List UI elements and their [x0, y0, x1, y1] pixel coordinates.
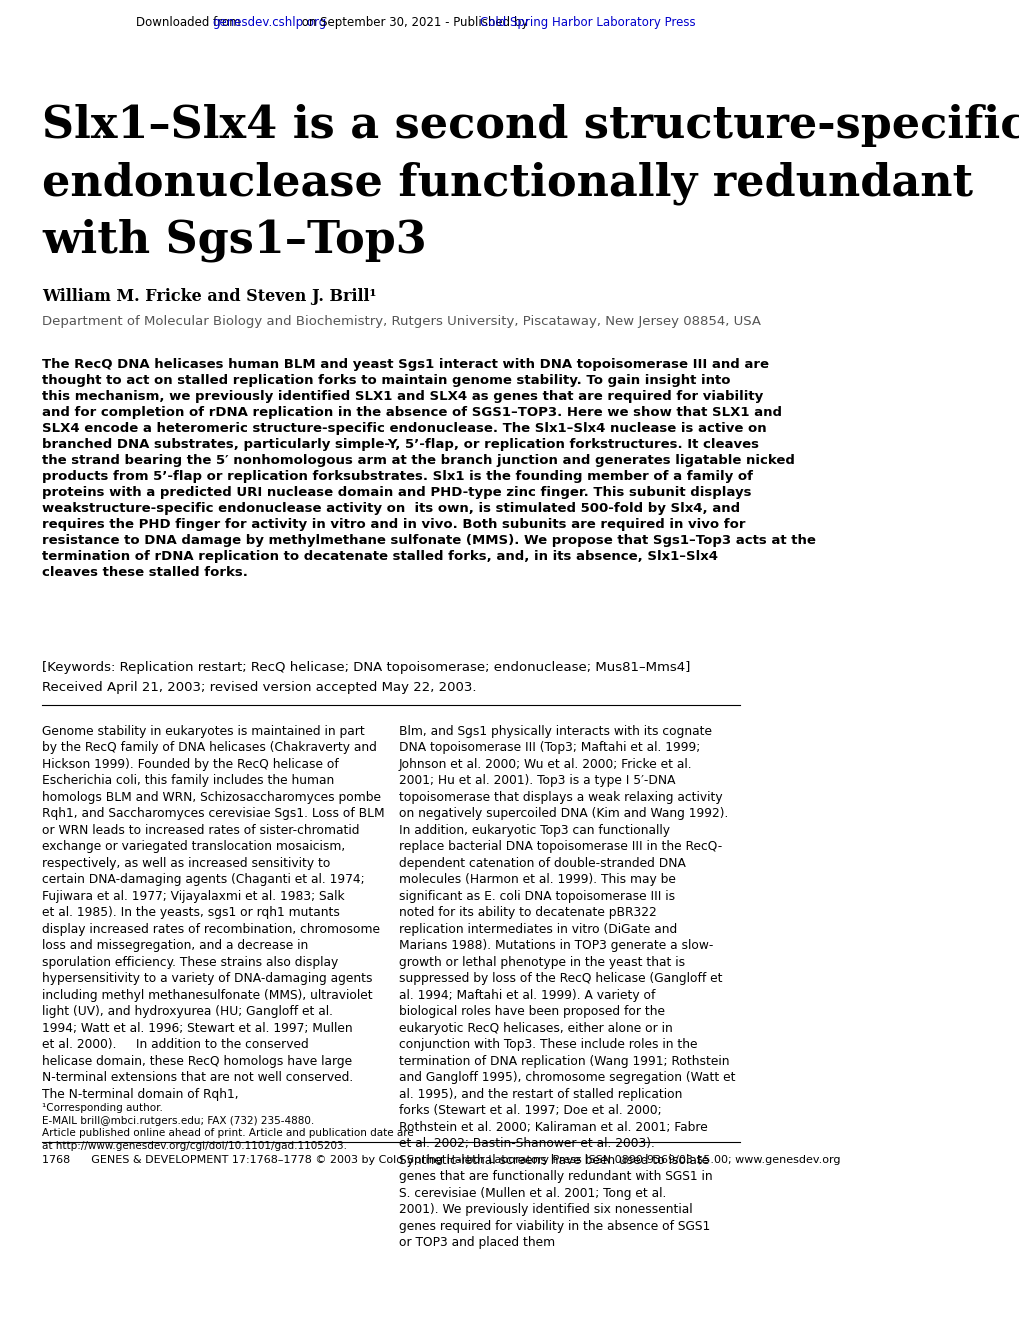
Text: Slx1–Slx4 is a second structure-specific: Slx1–Slx4 is a second structure-specific [42, 104, 1019, 148]
Text: endonuclease functionally redundant: endonuclease functionally redundant [42, 161, 972, 205]
Text: Cold Spring Harbor Laboratory Press: Cold Spring Harbor Laboratory Press [479, 16, 695, 29]
Text: 1768      GENES & DEVELOPMENT 17:1768–1778 © 2003 by Cold Spring Harbor Laborato: 1768 GENES & DEVELOPMENT 17:1768–1778 © … [42, 1155, 840, 1166]
Text: ¹Corresponding author.
E-MAIL brill@mbci.rutgers.edu; FAX (732) 235-4880.
Articl: ¹Corresponding author. E-MAIL brill@mbci… [42, 1104, 414, 1151]
Text: William M. Fricke and Steven J. Brill¹: William M. Fricke and Steven J. Brill¹ [42, 288, 376, 305]
Text: Genome stability in eukaryotes is maintained in part
by the RecQ family of DNA h: Genome stability in eukaryotes is mainta… [42, 725, 384, 1101]
Text: Received April 21, 2003; revised version accepted May 22, 2003.: Received April 21, 2003; revised version… [42, 681, 476, 694]
Text: Downloaded from: Downloaded from [136, 16, 244, 29]
Text: on September 30, 2021 - Published by: on September 30, 2021 - Published by [298, 16, 532, 29]
Text: Department of Molecular Biology and Biochemistry, Rutgers University, Piscataway: Department of Molecular Biology and Bioc… [42, 315, 760, 329]
Text: with Sgs1–Top3: with Sgs1–Top3 [42, 218, 427, 261]
Text: [Keywords: Replication restart; RecQ helicase; DNA topoisomerase; endonuclease; : [Keywords: Replication restart; RecQ hel… [42, 661, 690, 675]
Text: Blm, and Sgs1 physically interacts with its cognate
DNA topoisomerase III (Top3;: Blm, and Sgs1 physically interacts with … [398, 725, 735, 1249]
Text: genesdev.cshlp.org: genesdev.cshlp.org [212, 16, 326, 29]
Text: The RecQ DNA helicases human BLM and yeast Sgs1 interact with DNA topoisomerase : The RecQ DNA helicases human BLM and yea… [42, 358, 815, 579]
